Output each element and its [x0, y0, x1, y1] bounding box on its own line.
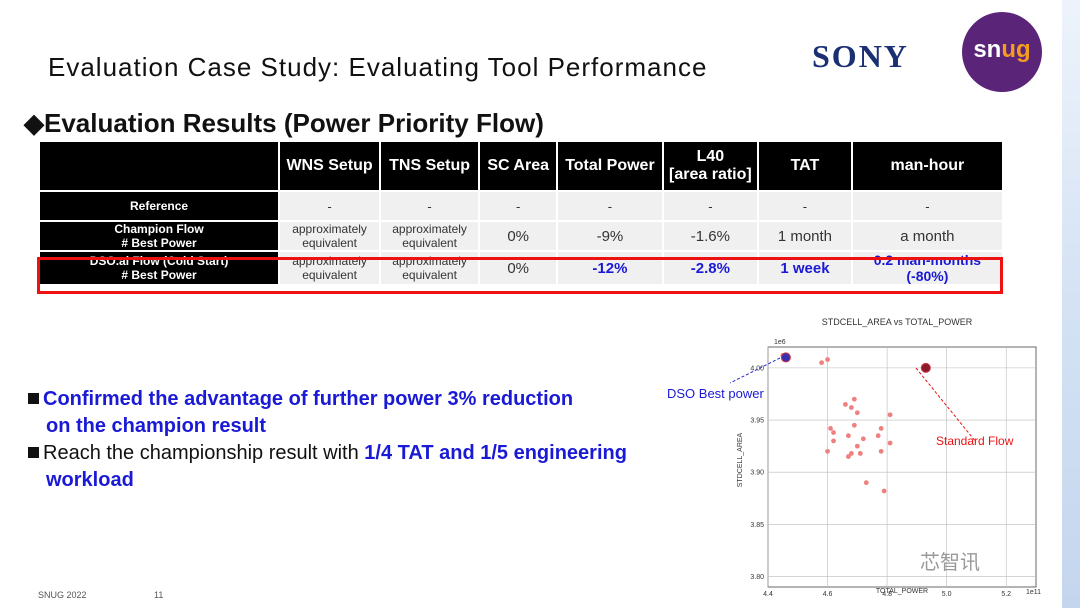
scatter-point	[878, 425, 884, 431]
scatter-point	[860, 436, 866, 442]
table-header-wns: WNS Setup	[280, 142, 380, 190]
bullet-continuation: on the champion result	[46, 415, 267, 437]
scatter-point	[854, 410, 860, 416]
scatter-point	[851, 422, 857, 428]
row-label-champion: Champion Flow # Best Power	[40, 222, 279, 250]
scatter-point	[825, 448, 830, 454]
x-tick-label: 5.2	[1001, 591, 1011, 598]
x-axis-label: TOTAL_POWER	[876, 588, 928, 595]
x-multiplier-label: 1e11	[1026, 589, 1041, 596]
table-row: Champion Flow # Best Power approximately…	[40, 222, 1002, 250]
scatter-point	[848, 451, 854, 456]
scatter-point	[831, 438, 836, 444]
snug-logo-text-b: ug	[1001, 36, 1031, 63]
table-header-tat: TAT	[759, 142, 851, 190]
table-cell: a month	[852, 222, 1002, 250]
snug-logo-text-a: sn	[973, 36, 1002, 63]
table-cell: -1.6%	[663, 222, 758, 250]
table-cell: -	[852, 192, 1002, 220]
bullet-text: Reach the championship result with	[43, 442, 365, 464]
bullet-item: Reach the championship result with 1/4 T…	[28, 440, 718, 467]
table-cell: -	[663, 192, 758, 220]
snug-logo: snug	[962, 12, 1042, 92]
y-multiplier-label: 1e6	[774, 339, 786, 346]
table-cell: approximately equivalent	[381, 222, 479, 250]
table-header-l40: L40 [area ratio]	[663, 142, 758, 190]
scatter-point	[878, 448, 884, 454]
table-cell: -9%	[558, 222, 662, 250]
table-cell: -	[558, 192, 662, 220]
chart-title: STDCELL_AREA vs TOTAL_POWER	[822, 317, 973, 327]
scatter-point	[875, 433, 881, 439]
table-cell: approximately equivalent	[280, 222, 380, 250]
scatter-point	[819, 360, 824, 366]
table-cell: 1 month	[759, 222, 851, 250]
table-cell: 0%	[480, 222, 557, 250]
sony-logo: SONY	[812, 38, 909, 74]
table-cell: -	[280, 192, 380, 220]
scatter-point	[825, 357, 830, 362]
table-header-man-hour: man-hour	[852, 142, 1002, 190]
standard-flow-arrow	[915, 367, 977, 443]
y-tick-label: 3.95	[750, 418, 764, 425]
watermark: 芯智讯	[920, 552, 980, 574]
scatter-point	[851, 396, 857, 402]
bullet-continuation: workload	[46, 469, 134, 491]
scatter-point	[846, 454, 851, 459]
section-subtitle: ◆Evaluation Results (Power Priority Flow…	[24, 108, 544, 138]
footer-page-number: 11	[154, 590, 164, 600]
dso-row-highlight-box	[37, 257, 1003, 294]
row-label-reference: Reference	[40, 192, 279, 220]
y-tick-label: 3.90	[750, 470, 764, 477]
x-tick-label: 4.6	[823, 591, 833, 598]
scatter-point	[848, 405, 854, 410]
bullet-text: Confirmed the advantage of further power…	[43, 388, 574, 410]
scatter-point	[863, 480, 869, 486]
slide-title: Evaluation Case Study: Evaluating Tool P…	[48, 52, 708, 82]
table-row: Reference - - - - - - -	[40, 192, 1002, 220]
scatter-point	[831, 430, 836, 435]
scatter-point	[846, 433, 851, 439]
table-header-sc-area: SC Area	[480, 142, 557, 190]
scatter-point	[881, 488, 887, 494]
x-tick-label: 4.8	[882, 591, 892, 598]
table-header-row: WNS Setup TNS Setup SC Area Total Power …	[40, 142, 1002, 190]
bullet-text-highlight: 1/4 TAT and 1/5 engineering	[364, 442, 627, 464]
bullet-square-icon	[28, 393, 39, 404]
x-tick-label: 4.4	[763, 591, 773, 598]
y-axis-label: STDCELL_AREA	[737, 432, 744, 487]
table-cell: -	[381, 192, 479, 220]
standard-flow-label: Standard Flow	[936, 434, 1014, 448]
table-header-total-power: Total Power	[558, 142, 662, 190]
table-cell: -	[759, 192, 851, 220]
table-header-corner	[40, 142, 279, 190]
footer-event: SNUG 2022	[38, 590, 87, 600]
scatter-chart: STDCELL_AREA vs TOTAL_POWER 4.4 4.6 4.8 5.0…	[730, 317, 1041, 598]
y-tick-label: 3.85	[750, 522, 764, 529]
scatter-point	[857, 451, 863, 456]
slide-right-decoration	[1062, 0, 1080, 608]
dso-arrow	[730, 357, 781, 384]
y-tick-label: 3.80	[750, 574, 764, 581]
scatter-point	[887, 440, 893, 446]
table-header-tns: TNS Setup	[381, 142, 479, 190]
bullet-item: Confirmed the advantage of further power…	[28, 386, 718, 413]
scatter-point	[854, 443, 860, 449]
chart-plot-area	[767, 346, 1037, 588]
bullet-square-icon	[28, 447, 39, 458]
bullet-list: Confirmed the advantage of further power…	[28, 386, 718, 494]
scatter-point	[828, 425, 833, 431]
table-cell: -	[480, 192, 557, 220]
scatter-point	[843, 401, 848, 407]
dso-best-power-label: DSO Best power	[667, 386, 764, 401]
x-tick-label: 5.0	[942, 591, 952, 598]
dso-best-point	[780, 352, 791, 363]
standard-flow-point	[920, 362, 931, 373]
scatter-point	[887, 412, 893, 418]
